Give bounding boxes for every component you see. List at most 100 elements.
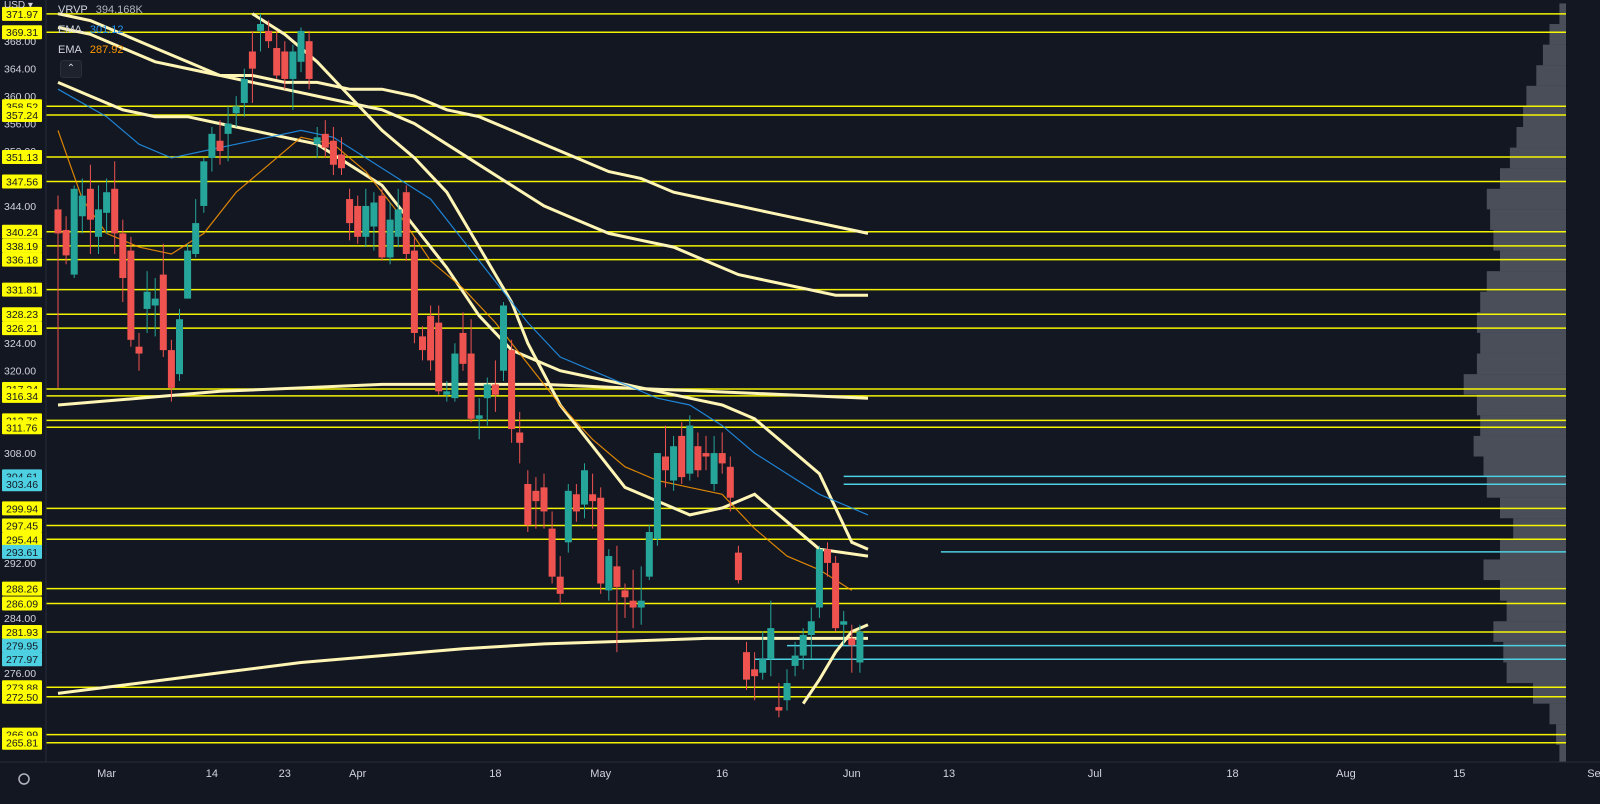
cyan-price-tag-bg: [2, 638, 42, 653]
volume-profile-bar: [1506, 600, 1566, 622]
level-price-tag-bg: [2, 388, 42, 403]
settings-gear-icon[interactable]: [18, 773, 30, 785]
candle-body: [670, 446, 678, 481]
candle-body: [394, 209, 402, 237]
candle-body: [783, 683, 791, 701]
candle-body: [662, 456, 669, 471]
candle-body: [232, 106, 240, 114]
volume-profile-bar: [1480, 415, 1566, 436]
volume-profile-bar: [1536, 65, 1566, 86]
price-tick-label: 276.00: [4, 668, 36, 680]
candle-body: [70, 188, 78, 275]
candle-body: [338, 154, 345, 169]
candle-body: [710, 453, 718, 484]
level-price-tag-bg: [2, 501, 42, 516]
candle-body: [824, 549, 831, 563]
candle-body: [143, 291, 151, 309]
collapse-legend-button[interactable]: ⌃: [60, 60, 82, 78]
candle-body: [508, 350, 516, 430]
candle-body: [775, 707, 783, 711]
level-price-tag-bg: [2, 689, 42, 704]
level-price-tag-bg: [2, 238, 42, 253]
level-price-tag-bg: [2, 532, 42, 547]
level-price-tag: 347.56: [6, 177, 38, 189]
candle-body: [759, 659, 767, 673]
candle-body: [103, 192, 111, 213]
candle-body: [111, 188, 119, 234]
legend-row-ema-2[interactable]: EMA 287.92: [58, 44, 124, 56]
time-tick-label: 18: [1226, 768, 1238, 780]
volume-profile-bar: [1483, 456, 1566, 478]
level-price-tag: 288.26: [6, 584, 38, 596]
candle-body: [524, 483, 532, 526]
level-price-tag: 326.21: [6, 323, 38, 335]
candle-body: [62, 229, 70, 256]
volume-profile-bar: [1486, 188, 1566, 210]
volume-profile-bar: [1506, 662, 1566, 684]
level-price-tag: 272.50: [6, 692, 38, 704]
currency-label: USD ▾: [4, 0, 33, 11]
volume-profile-bar: [1480, 332, 1566, 354]
candle-body: [240, 78, 248, 103]
volume-profile-bar: [1480, 291, 1566, 313]
level-price-tag: 351.13: [6, 152, 38, 164]
time-tick-label: Sep: [1587, 768, 1600, 780]
level-price-tag-bg: [2, 307, 42, 322]
level-price-tag-bg: [2, 25, 42, 40]
candle-body: [637, 600, 645, 608]
candle-body: [629, 600, 637, 608]
volume-profile-bar: [1513, 518, 1566, 539]
candle-body: [767, 628, 775, 660]
level-price-tag: 331.81: [6, 285, 38, 297]
level-price-tag: 357.24: [6, 110, 38, 122]
volume-profile-bar: [1549, 703, 1566, 725]
level-price-tag: 369.31: [6, 27, 38, 39]
candle-body: [200, 161, 208, 206]
legend-row-vrvp[interactable]: VRVP 394.168K: [58, 4, 143, 16]
price-tick-label: 324.00: [4, 338, 36, 350]
legend-row-ema-1[interactable]: EMA 301.12: [58, 24, 124, 36]
candle-body: [475, 415, 483, 419]
level-price-tag: 311.76: [6, 422, 37, 434]
candle-body: [273, 48, 281, 76]
level-price-tag: 286.09: [6, 598, 38, 610]
price-tick-label: 292.00: [4, 558, 36, 570]
time-axis: [0, 762, 1600, 799]
level-price-tag-bg: [2, 625, 42, 640]
time-tick-label: 16: [716, 768, 728, 780]
ema-line: [57, 130, 853, 591]
volume-profile-bar: [1476, 394, 1566, 416]
candle-body: [402, 192, 410, 254]
level-price-tag: 299.94: [6, 503, 38, 515]
candle-body: [78, 195, 86, 217]
candle-body: [362, 205, 370, 237]
candle-body: [297, 30, 305, 62]
time-tick-label: 14: [206, 768, 218, 780]
candle-body: [443, 391, 451, 395]
level-price-tag-bg: [2, 252, 42, 267]
candle-body: [856, 631, 864, 663]
sma-line: [801, 623, 869, 705]
candle-body: [257, 24, 264, 31]
time-tick-label: Jul: [1088, 768, 1102, 780]
level-price-tag: 265.81: [6, 738, 38, 750]
volume-profile-bar: [1523, 106, 1566, 127]
candle-body: [467, 353, 475, 419]
candle-body: [597, 497, 605, 584]
time-tick-label: May: [590, 768, 611, 780]
level-price-tag-bg: [2, 596, 42, 611]
candle-body: [419, 336, 426, 351]
level-price-tag: 316.34: [6, 391, 38, 403]
cyan-price-tag-bg: [2, 544, 42, 559]
volume-profile-bar: [1476, 312, 1566, 333]
candle-body: [135, 346, 143, 354]
candle-body: [208, 133, 216, 158]
candle-body: [386, 219, 394, 258]
cyan-price-tag: 303.46: [6, 479, 38, 491]
sma-line: [251, 12, 869, 558]
candle-body: [224, 123, 232, 134]
candle-body: [694, 446, 702, 471]
price-tick-label: 284.00: [4, 613, 36, 625]
